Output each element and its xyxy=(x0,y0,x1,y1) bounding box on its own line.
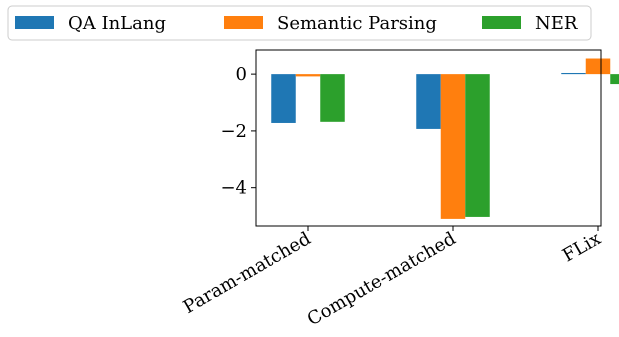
plot-area xyxy=(255,49,619,227)
legend-swatch xyxy=(224,16,263,29)
bar-qa-inlang-flix xyxy=(561,72,586,75)
y-axis: 0 −2 −4 xyxy=(220,64,256,199)
bar-ner-param-matched xyxy=(320,74,345,122)
bar-semantic-parsing-param-matched xyxy=(295,74,321,77)
legend-swatch xyxy=(482,16,521,29)
y-tick-label: −4 xyxy=(220,178,247,199)
bar-ner-flix xyxy=(610,74,619,85)
legend-label: QA InLang xyxy=(68,13,166,34)
legend: QA InLang Semantic Parsing NER xyxy=(7,5,592,41)
x-tick-label: Param-matched xyxy=(180,228,315,318)
x-tick-label: Compute-matched xyxy=(304,228,460,330)
bar-semantic-parsing-compute-matched xyxy=(440,74,466,219)
legend-label: NER xyxy=(535,13,578,34)
legend-swatch xyxy=(15,16,54,29)
bar-qa-inlang-compute-matched xyxy=(416,74,441,129)
bar-semantic-parsing-flix xyxy=(585,58,611,75)
y-tick-label: −2 xyxy=(220,121,247,142)
legend-box xyxy=(7,5,592,41)
y-tick-label: 0 xyxy=(236,64,247,85)
axes-frame xyxy=(255,49,602,227)
bar-qa-inlang-param-matched xyxy=(271,74,296,123)
bar-ner-compute-matched xyxy=(465,74,490,217)
legend-label: Semantic Parsing xyxy=(277,13,437,34)
x-tick-label: FLix xyxy=(559,228,604,266)
